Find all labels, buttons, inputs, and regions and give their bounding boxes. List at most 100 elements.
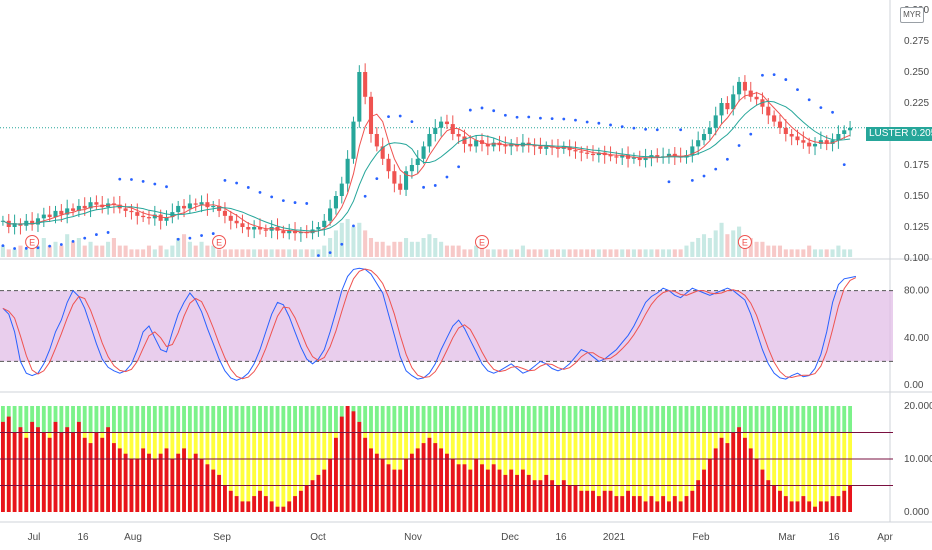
price-axis-tick: 0.125 bbox=[904, 222, 929, 233]
volume-bar bbox=[468, 249, 473, 257]
hist-bar-red bbox=[556, 485, 560, 512]
hist-bar-green bbox=[328, 406, 333, 433]
hist-bar-yellow bbox=[848, 432, 853, 512]
sar-dot bbox=[620, 125, 624, 129]
hist-bar-red bbox=[339, 416, 344, 512]
candle-body bbox=[503, 145, 508, 147]
sar-dot bbox=[737, 144, 741, 147]
candle-body bbox=[94, 202, 99, 205]
hist-bar-green bbox=[170, 406, 175, 433]
hist-bar-yellow bbox=[585, 432, 590, 512]
hist-bar-red bbox=[252, 496, 257, 512]
time-axis-label: Mar bbox=[778, 532, 796, 543]
hist-bar-green bbox=[246, 406, 251, 433]
hist-bar-green bbox=[357, 406, 362, 433]
hist-bar-yellow bbox=[287, 432, 292, 512]
hist-bar-red bbox=[532, 480, 537, 512]
sar-dot bbox=[433, 184, 437, 187]
hist-bar-red bbox=[24, 437, 29, 512]
volume-bar bbox=[59, 245, 64, 257]
sar-dot bbox=[585, 120, 589, 124]
hist-bar-green bbox=[12, 406, 17, 433]
hist-bar-green bbox=[129, 406, 134, 433]
hist-bar-red bbox=[696, 480, 701, 512]
volume-bar bbox=[544, 249, 549, 257]
hist-bar-yellow bbox=[252, 432, 257, 512]
hist-bar-yellow bbox=[661, 432, 666, 512]
hist-bar-green bbox=[742, 406, 747, 433]
hist-bar-red bbox=[439, 448, 444, 512]
candle-body bbox=[748, 90, 753, 97]
hist-bar-green bbox=[415, 406, 420, 433]
hist-bar-red bbox=[298, 490, 303, 512]
volume-bar bbox=[193, 245, 198, 257]
volume-bar bbox=[152, 249, 157, 257]
volume-bar bbox=[731, 230, 736, 257]
volume-bar bbox=[146, 245, 152, 257]
hist-bar-green bbox=[82, 406, 87, 433]
sar-dot bbox=[211, 232, 215, 235]
candle-body bbox=[474, 140, 479, 147]
hist-bar-red bbox=[82, 437, 87, 512]
stochastic-axis-tick: 0.00 bbox=[904, 380, 924, 391]
hist-bar-yellow bbox=[696, 432, 701, 512]
hist-bar-yellow bbox=[836, 432, 841, 512]
hist-bar-green bbox=[596, 406, 601, 433]
hist-bar-red bbox=[462, 464, 467, 512]
sar-dot bbox=[95, 233, 98, 236]
sar-dot bbox=[422, 185, 425, 189]
earnings-marker bbox=[212, 235, 227, 249]
hist-bar-red bbox=[643, 501, 648, 512]
candle-body bbox=[199, 202, 204, 205]
time-axis-label: Aug bbox=[124, 532, 142, 543]
hist-bar-green bbox=[842, 406, 847, 433]
hist-bar-green bbox=[754, 406, 759, 433]
hist-bar-yellow bbox=[667, 432, 671, 512]
hist-bar-yellow bbox=[538, 432, 543, 512]
sar-dot bbox=[1, 244, 5, 248]
volume-bar bbox=[176, 238, 181, 257]
hist-bar-yellow bbox=[778, 432, 782, 512]
hist-bar-red bbox=[456, 464, 461, 512]
hist-bar-green bbox=[631, 406, 636, 433]
hist-bar-green bbox=[474, 406, 479, 433]
candle-body bbox=[351, 121, 356, 159]
hist-bar-yellow bbox=[503, 432, 508, 512]
hist-bar-green bbox=[702, 406, 706, 433]
hist-bar-red bbox=[567, 485, 572, 512]
sar-dot bbox=[562, 117, 566, 121]
hist-bar-red bbox=[737, 427, 741, 512]
hist-bar-red bbox=[47, 437, 52, 512]
hist-bar-green bbox=[778, 406, 782, 433]
volume-bar bbox=[614, 249, 619, 257]
sar-dot bbox=[597, 121, 601, 125]
volume-bar bbox=[491, 249, 496, 257]
volume-bar bbox=[421, 238, 426, 257]
hist-bar-green bbox=[199, 406, 204, 433]
volume-bar bbox=[18, 245, 23, 257]
sar-dot bbox=[340, 242, 344, 246]
hist-bar-yellow bbox=[275, 432, 280, 512]
currency-label[interactable]: MYR bbox=[900, 7, 924, 23]
volume-bar bbox=[12, 249, 17, 257]
hist-bar-green bbox=[117, 406, 122, 433]
candle-body bbox=[620, 155, 625, 158]
hist-bar-red bbox=[363, 437, 368, 512]
candle-body bbox=[555, 147, 561, 149]
candle-body bbox=[532, 145, 537, 147]
volume-bar bbox=[450, 245, 455, 257]
volume-bar bbox=[509, 249, 514, 257]
volume-bar bbox=[812, 249, 818, 257]
volume-bar bbox=[561, 249, 566, 257]
hist-bar-green bbox=[456, 406, 461, 433]
hist-bar-red bbox=[485, 469, 490, 512]
candle-body bbox=[211, 205, 216, 208]
volume-bar bbox=[444, 245, 449, 257]
candle-body bbox=[82, 205, 87, 209]
volume-bar bbox=[404, 238, 409, 257]
candle-body bbox=[193, 203, 198, 205]
time-axis-label: Nov bbox=[404, 532, 422, 543]
sar-dot bbox=[130, 178, 133, 181]
hist-bar-green bbox=[281, 406, 286, 433]
